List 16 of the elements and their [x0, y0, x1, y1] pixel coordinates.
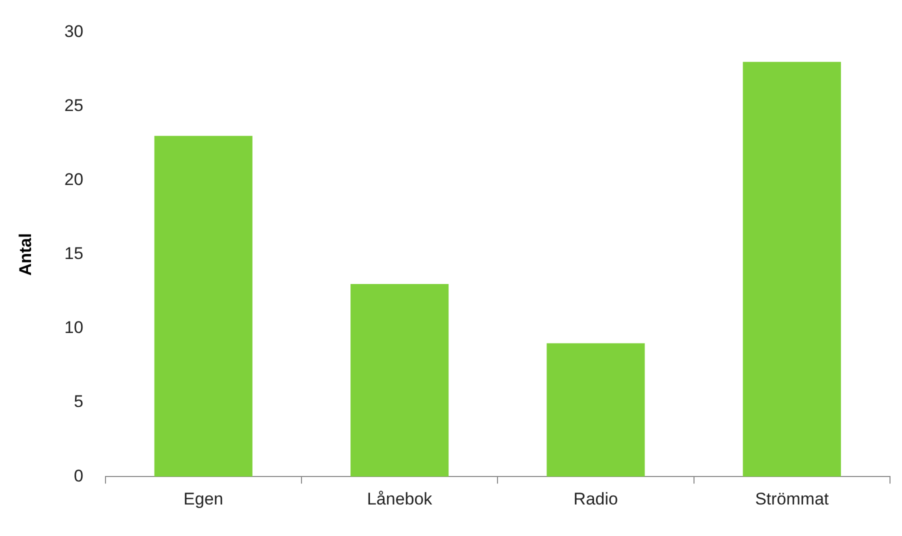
y-tick-label: 5: [74, 392, 84, 412]
y-tick-label: 20: [64, 170, 84, 190]
y-tick-label: 30: [64, 22, 84, 41]
bar: [350, 284, 449, 477]
y-tick-label: 0: [74, 466, 84, 486]
x-tick-label: Radio: [574, 489, 618, 508]
y-tick-label: 25: [64, 96, 84, 115]
bar: [546, 343, 645, 477]
y-tick-label: 15: [64, 244, 84, 264]
bar: [742, 62, 841, 477]
y-tick-label: 10: [64, 318, 84, 338]
x-tick-label: Strömmat: [755, 489, 830, 508]
x-tick-label: Lånebok: [366, 489, 433, 508]
x-tick-label: Egen: [184, 489, 224, 508]
y-axis-title: Antal: [16, 233, 35, 276]
bar: [154, 136, 252, 477]
